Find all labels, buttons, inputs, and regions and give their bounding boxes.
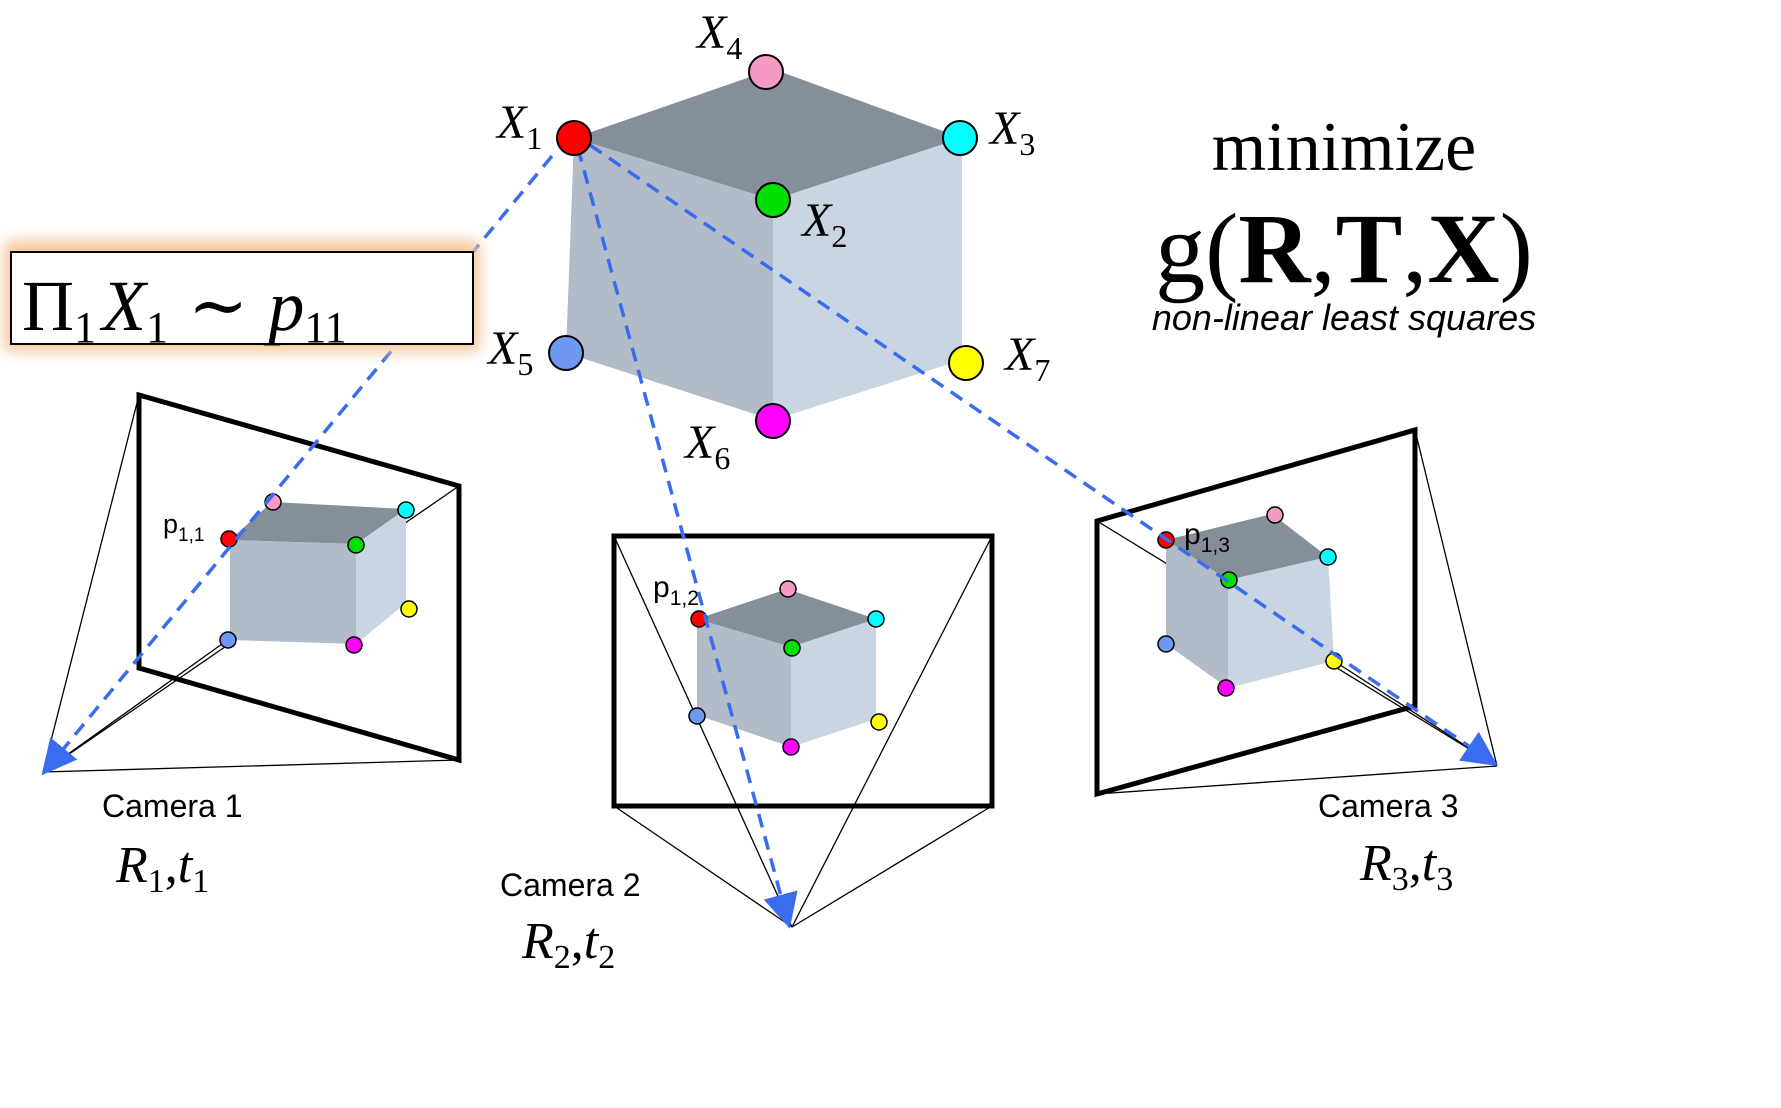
label-x6: X6: [683, 416, 730, 476]
camera-1-point-green: [347, 536, 365, 554]
label-x1: X1: [495, 96, 542, 156]
projection-equation-text: Π1X1 ∼ p11: [22, 266, 347, 352]
point-x2: [755, 182, 791, 218]
objective-function: g(R,T,X): [1155, 193, 1533, 304]
camera-3-pose: R3,t3: [1359, 835, 1453, 898]
camera-1-image-plane: [136, 391, 462, 764]
point-x1: [556, 120, 592, 156]
camera-2-point-pink: [779, 580, 797, 598]
point-x7: [948, 345, 984, 381]
main-cube-left-face: [566, 138, 773, 420]
objective-title: minimize: [1212, 109, 1476, 186]
camera-1-point-magenta: [345, 636, 363, 654]
point-x3: [942, 120, 978, 156]
label-x5: X5: [486, 322, 533, 382]
point-x4: [748, 54, 784, 90]
camera-3-projection-label: p1,3: [1184, 518, 1230, 557]
camera-1-point-cyan: [397, 501, 415, 519]
objective-subtitle: non-linear least squares: [1152, 297, 1536, 338]
camera-1-cube: [230, 502, 406, 644]
camera-2-projection-label: p1,2: [653, 571, 699, 610]
main-cube-right-face: [773, 138, 962, 420]
label-x2: X2: [800, 194, 847, 254]
camera-3-point-green: [1220, 571, 1238, 589]
camera-3-label: Camera 3: [1318, 788, 1459, 824]
camera-3-point-pink: [1266, 506, 1284, 524]
camera-2: p1,2 Camera 2 R2,t2: [500, 533, 995, 976]
camera-3-point-cyan: [1319, 548, 1337, 566]
camera-3-point-blue: [1157, 635, 1175, 653]
camera-1-point-yellow: [400, 600, 418, 618]
camera-3-cube: [1166, 514, 1334, 688]
camera-2-point-magenta: [782, 738, 800, 756]
camera-2-point-cyan: [867, 610, 885, 628]
main-cube: [566, 69, 962, 420]
objective: minimize g(R,T,X) non-linear least squar…: [1152, 109, 1536, 338]
camera-1-label: Camera 1: [102, 788, 243, 824]
camera-1-projection-label: p1,1: [163, 509, 204, 546]
world-points: [548, 54, 984, 439]
projection-equation: Π1X1 ∼ p11: [4, 240, 480, 352]
camera-2-image-plane: [611, 533, 995, 809]
camera-1-point-red: [220, 530, 238, 548]
camera-2-point-yellow: [870, 713, 888, 731]
point-x5: [548, 335, 584, 371]
point-x6: [755, 403, 791, 439]
camera-2-point-green: [783, 639, 801, 657]
camera-1: p1,1 Camera 1 R1,t1: [42, 391, 462, 900]
camera-2-point-blue: [688, 707, 706, 725]
camera-3-point-magenta: [1217, 679, 1235, 697]
camera-2-cube: [697, 589, 876, 747]
projection-rays: [41, 143, 1498, 929]
label-x4: X4: [695, 6, 742, 66]
projection-ray-camera-1: [41, 154, 554, 776]
camera-3-image-plane: [1094, 426, 1418, 798]
camera-2-pose: R2,t2: [521, 913, 615, 976]
main-cube-top-face: [574, 69, 962, 200]
projection-ray-camera-3: [589, 143, 1498, 766]
projection-ray-camera-2: [576, 147, 798, 929]
camera-1-point-blue: [219, 631, 237, 649]
world-point-labels: X4 X1 X3 X2 X5 X7 X6: [486, 6, 1050, 476]
camera-1-pose: R1,t1: [115, 837, 209, 900]
camera-3: p1,3 Camera 3 R3,t3: [1094, 426, 1498, 898]
projection-equation-box: [10, 251, 474, 345]
label-x7: X7: [1003, 328, 1050, 388]
label-x3: X3: [988, 102, 1035, 162]
camera-2-label: Camera 2: [500, 867, 641, 903]
